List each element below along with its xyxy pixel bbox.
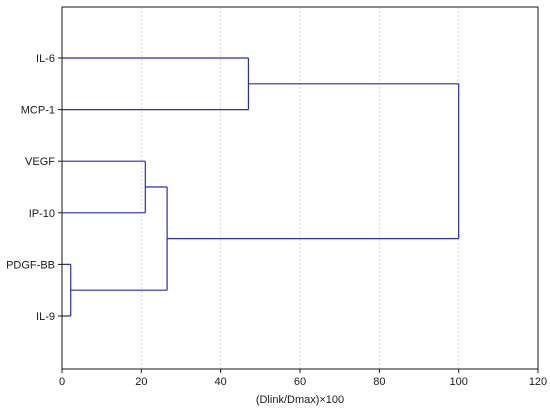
x-axis-label: (Dlink/Dmax)×100 [256, 394, 344, 406]
x-tick-label-60: 60 [294, 376, 306, 388]
leaf-label-1: IL-6 [36, 53, 55, 65]
leaf-label-3: VEGF [25, 156, 55, 168]
leaf-label-4: IP-10 [29, 208, 55, 220]
x-tick-label-100: 100 [449, 376, 467, 388]
leaf-label-6: IL-9 [36, 311, 55, 323]
x-tick-label-80: 80 [373, 376, 385, 388]
link-merge-pdgfbb-il9 [62, 263, 72, 317]
link-merge-vegf-ip10 [62, 160, 146, 214]
link-merge-root [167, 83, 460, 240]
x-tick-label-120: 120 [529, 376, 547, 388]
link-merge-il6-mcp1 [62, 57, 250, 111]
x-tick-label-40: 40 [215, 376, 227, 388]
x-tick-label-20: 20 [135, 376, 147, 388]
dendrogram-links [62, 57, 460, 317]
grid-lines [140, 7, 460, 369]
x-axis-ticks: 0 20 40 60 80 100 120 [59, 369, 547, 388]
leaf-label-5: PDGF-BB [6, 259, 55, 271]
link-merge-vegf-ip10-pdgf [70, 186, 168, 291]
x-tick-label-0: 0 [59, 376, 65, 388]
leaf-label-2: MCP-1 [21, 105, 55, 117]
leaf-labels: IL-6 MCP-1 VEGF IP-10 PDGF-BB IL-9 [6, 53, 62, 323]
